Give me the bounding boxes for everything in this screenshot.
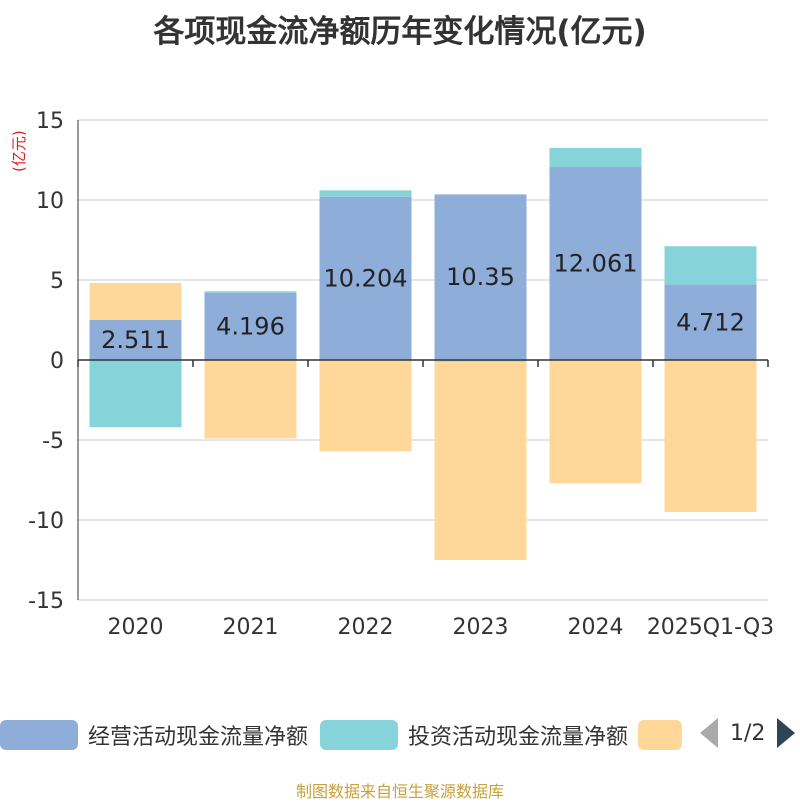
legend-swatch-investing xyxy=(320,720,398,750)
bar-1-0 xyxy=(89,360,182,428)
x-tick-label: 2024 xyxy=(568,615,624,640)
bar-2-4 xyxy=(549,360,642,484)
legend-prev-icon[interactable] xyxy=(700,718,718,748)
legend-item-investing[interactable]: 投资活动现金流量净额 xyxy=(320,720,628,750)
bar-0-5 xyxy=(664,284,757,360)
chart-title: 各项现金流净额历年变化情况(亿元) xyxy=(153,14,647,50)
y-tick-label: -10 xyxy=(28,509,64,534)
bar-data-label: 10.35 xyxy=(446,263,515,291)
legend-pager: 1/2 xyxy=(700,718,796,748)
bar-0-4 xyxy=(549,167,642,360)
y-tick-label: 0 xyxy=(50,349,64,374)
y-tick-label: 15 xyxy=(36,109,64,134)
bar-data-label: 12.061 xyxy=(554,250,638,278)
x-tick-label: 2022 xyxy=(338,615,394,640)
x-tick-label: 2025Q1-Q3 xyxy=(647,615,774,640)
legend-page-indicator: 1/2 xyxy=(730,720,766,746)
y-tick-label: -5 xyxy=(42,429,64,454)
bar-1-1 xyxy=(204,291,297,293)
y-tick-label: 10 xyxy=(36,189,64,214)
bar-2-0 xyxy=(89,283,182,320)
chart-area: 15 10 5 0 -5 -10 -15 2.511 4.196 10.204 10.35 12.06… xyxy=(28,109,774,640)
legend-label-operating: 经营活动现金流量净额 xyxy=(88,725,309,750)
y-tick-label: -15 xyxy=(28,589,64,614)
x-tick-label: 2020 xyxy=(108,615,164,640)
legend-swatch-operating xyxy=(0,720,78,750)
bar-data-label: 10.204 xyxy=(324,264,408,292)
bar-2-5 xyxy=(664,360,757,512)
bar-0-0 xyxy=(89,319,182,360)
bar-1-5 xyxy=(664,246,757,285)
bar-0-2 xyxy=(319,196,412,360)
source-note: 制图数据来自恒生聚源数据库 xyxy=(295,782,504,801)
legend-item-financing[interactable] xyxy=(638,720,682,750)
bar-2-2 xyxy=(319,360,412,452)
x-tick-label: 2021 xyxy=(223,615,279,640)
legend-swatch-financing xyxy=(638,720,682,750)
bar-data-label: 4.712 xyxy=(676,308,745,336)
bar-data-label: 2.511 xyxy=(101,326,170,354)
legend-label-investing: 投资活动现金流量净额 xyxy=(408,725,629,750)
bar-0-3 xyxy=(434,194,527,360)
legend: 经营活动现金流量净额 投资活动现金流量净额 1/2 xyxy=(0,712,800,756)
bar-1-4 xyxy=(549,147,642,168)
bar-2-1 xyxy=(204,360,297,439)
bar-data-label: 4.196 xyxy=(216,312,285,340)
legend-next-icon[interactable] xyxy=(777,718,796,748)
legend-item-operating[interactable]: 经营活动现金流量净额 xyxy=(0,720,308,750)
bar-1-3 xyxy=(434,360,527,362)
x-tick-label: 2023 xyxy=(453,615,509,640)
bar-2-3 xyxy=(434,361,527,560)
bar-0-1 xyxy=(204,292,297,360)
y-tick-label: 5 xyxy=(50,269,64,294)
bar-1-2 xyxy=(319,190,412,197)
